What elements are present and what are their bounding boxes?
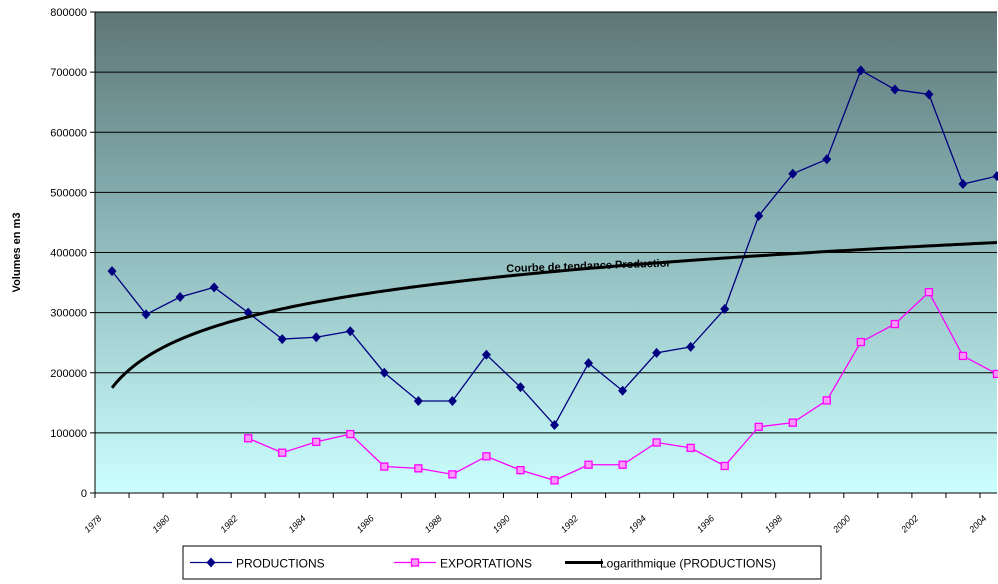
data-point xyxy=(380,462,389,471)
legend-item-2: Logarithmique (PRODUCTIONS) xyxy=(565,557,776,571)
data-point xyxy=(584,460,593,469)
data-point xyxy=(515,382,525,393)
legend-label: Logarithmique (PRODUCTIONS) xyxy=(600,557,776,571)
data-point xyxy=(277,334,287,345)
series-1 xyxy=(244,288,998,485)
data-point xyxy=(754,210,764,221)
y-tick-label: 200000 xyxy=(50,368,87,380)
data-point xyxy=(720,461,729,471)
legend-label: EXPORTATIONS xyxy=(440,557,532,571)
legend-item-0: PRODUCTIONS xyxy=(190,557,325,571)
data-point xyxy=(481,349,491,360)
data-point xyxy=(618,385,628,396)
x-tick-label: 1978 xyxy=(82,513,103,534)
x-tick-label: 2000 xyxy=(830,513,852,535)
data-point xyxy=(141,309,151,320)
y-tick-label: 300000 xyxy=(50,308,87,320)
data-point xyxy=(550,476,559,485)
y-tick-label: 400000 xyxy=(50,248,87,260)
data-point xyxy=(754,422,763,432)
y-tick-label: 500000 xyxy=(50,187,87,199)
data-point xyxy=(924,288,934,297)
x-tick-label: 1990 xyxy=(491,513,512,534)
x-tick-label: 2004 xyxy=(967,513,989,535)
x-tick-label: 1996 xyxy=(695,513,716,534)
data-point xyxy=(175,291,185,302)
y-tick-label: 700000 xyxy=(50,67,87,79)
data-point xyxy=(550,420,560,431)
data-point xyxy=(345,326,355,337)
y-tick-label: 800000 xyxy=(50,7,87,19)
data-point xyxy=(209,282,219,293)
trend-annotation: Courbe de tendance Productior xyxy=(506,257,671,275)
data-point xyxy=(413,396,423,407)
data-point xyxy=(856,65,866,76)
data-point xyxy=(924,89,934,100)
data-point xyxy=(958,351,968,361)
legend-label: PRODUCTIONS xyxy=(236,557,325,571)
x-tick-label: 1992 xyxy=(559,513,580,534)
x-tick-label: 1984 xyxy=(286,513,307,534)
y-tick-label: 100000 xyxy=(50,428,87,440)
x-tick-label: 1986 xyxy=(355,513,376,534)
data-point xyxy=(447,396,457,407)
data-point xyxy=(720,304,730,315)
x-tick-label: 1998 xyxy=(763,513,784,534)
y-axis-title: Volumes en m3 xyxy=(11,213,23,293)
data-point xyxy=(856,337,865,347)
data-point xyxy=(448,470,457,479)
data-point xyxy=(890,319,900,329)
y-tick-label: 600000 xyxy=(50,127,87,139)
data-point xyxy=(788,168,798,179)
legend-marker xyxy=(410,558,420,567)
series-2 xyxy=(110,241,998,389)
x-tick-label: 1988 xyxy=(423,513,444,534)
data-point xyxy=(618,460,627,469)
data-point xyxy=(312,437,321,447)
data-point xyxy=(107,266,117,277)
data-point xyxy=(244,434,253,443)
data-point xyxy=(311,332,321,343)
data-point xyxy=(822,396,831,405)
data-point xyxy=(992,369,998,379)
trend-line xyxy=(110,241,998,389)
data-point xyxy=(278,448,287,457)
data-point xyxy=(414,464,423,473)
data-point xyxy=(516,466,525,475)
data-point xyxy=(822,154,832,165)
data-point xyxy=(788,418,797,427)
legend-marker xyxy=(206,557,216,568)
series-0 xyxy=(107,65,998,431)
legend-item-1: EXPORTATIONS xyxy=(394,557,532,571)
data-point xyxy=(686,341,696,352)
data-point xyxy=(652,438,661,447)
data-point xyxy=(379,367,389,378)
x-tick-label: 2002 xyxy=(898,513,920,535)
data-point xyxy=(890,84,900,95)
data-point xyxy=(482,452,491,461)
x-tick-label: 1980 xyxy=(150,513,171,534)
data-point xyxy=(686,443,695,453)
x-tick-label: 1994 xyxy=(627,513,648,534)
data-point xyxy=(652,347,662,358)
data-point xyxy=(584,358,594,369)
data-point xyxy=(346,429,355,439)
y-tick-label: 0 xyxy=(81,488,87,500)
data-point xyxy=(958,178,968,189)
legend xyxy=(182,545,822,580)
data-point xyxy=(992,171,998,182)
x-tick-label: 1982 xyxy=(218,513,239,534)
